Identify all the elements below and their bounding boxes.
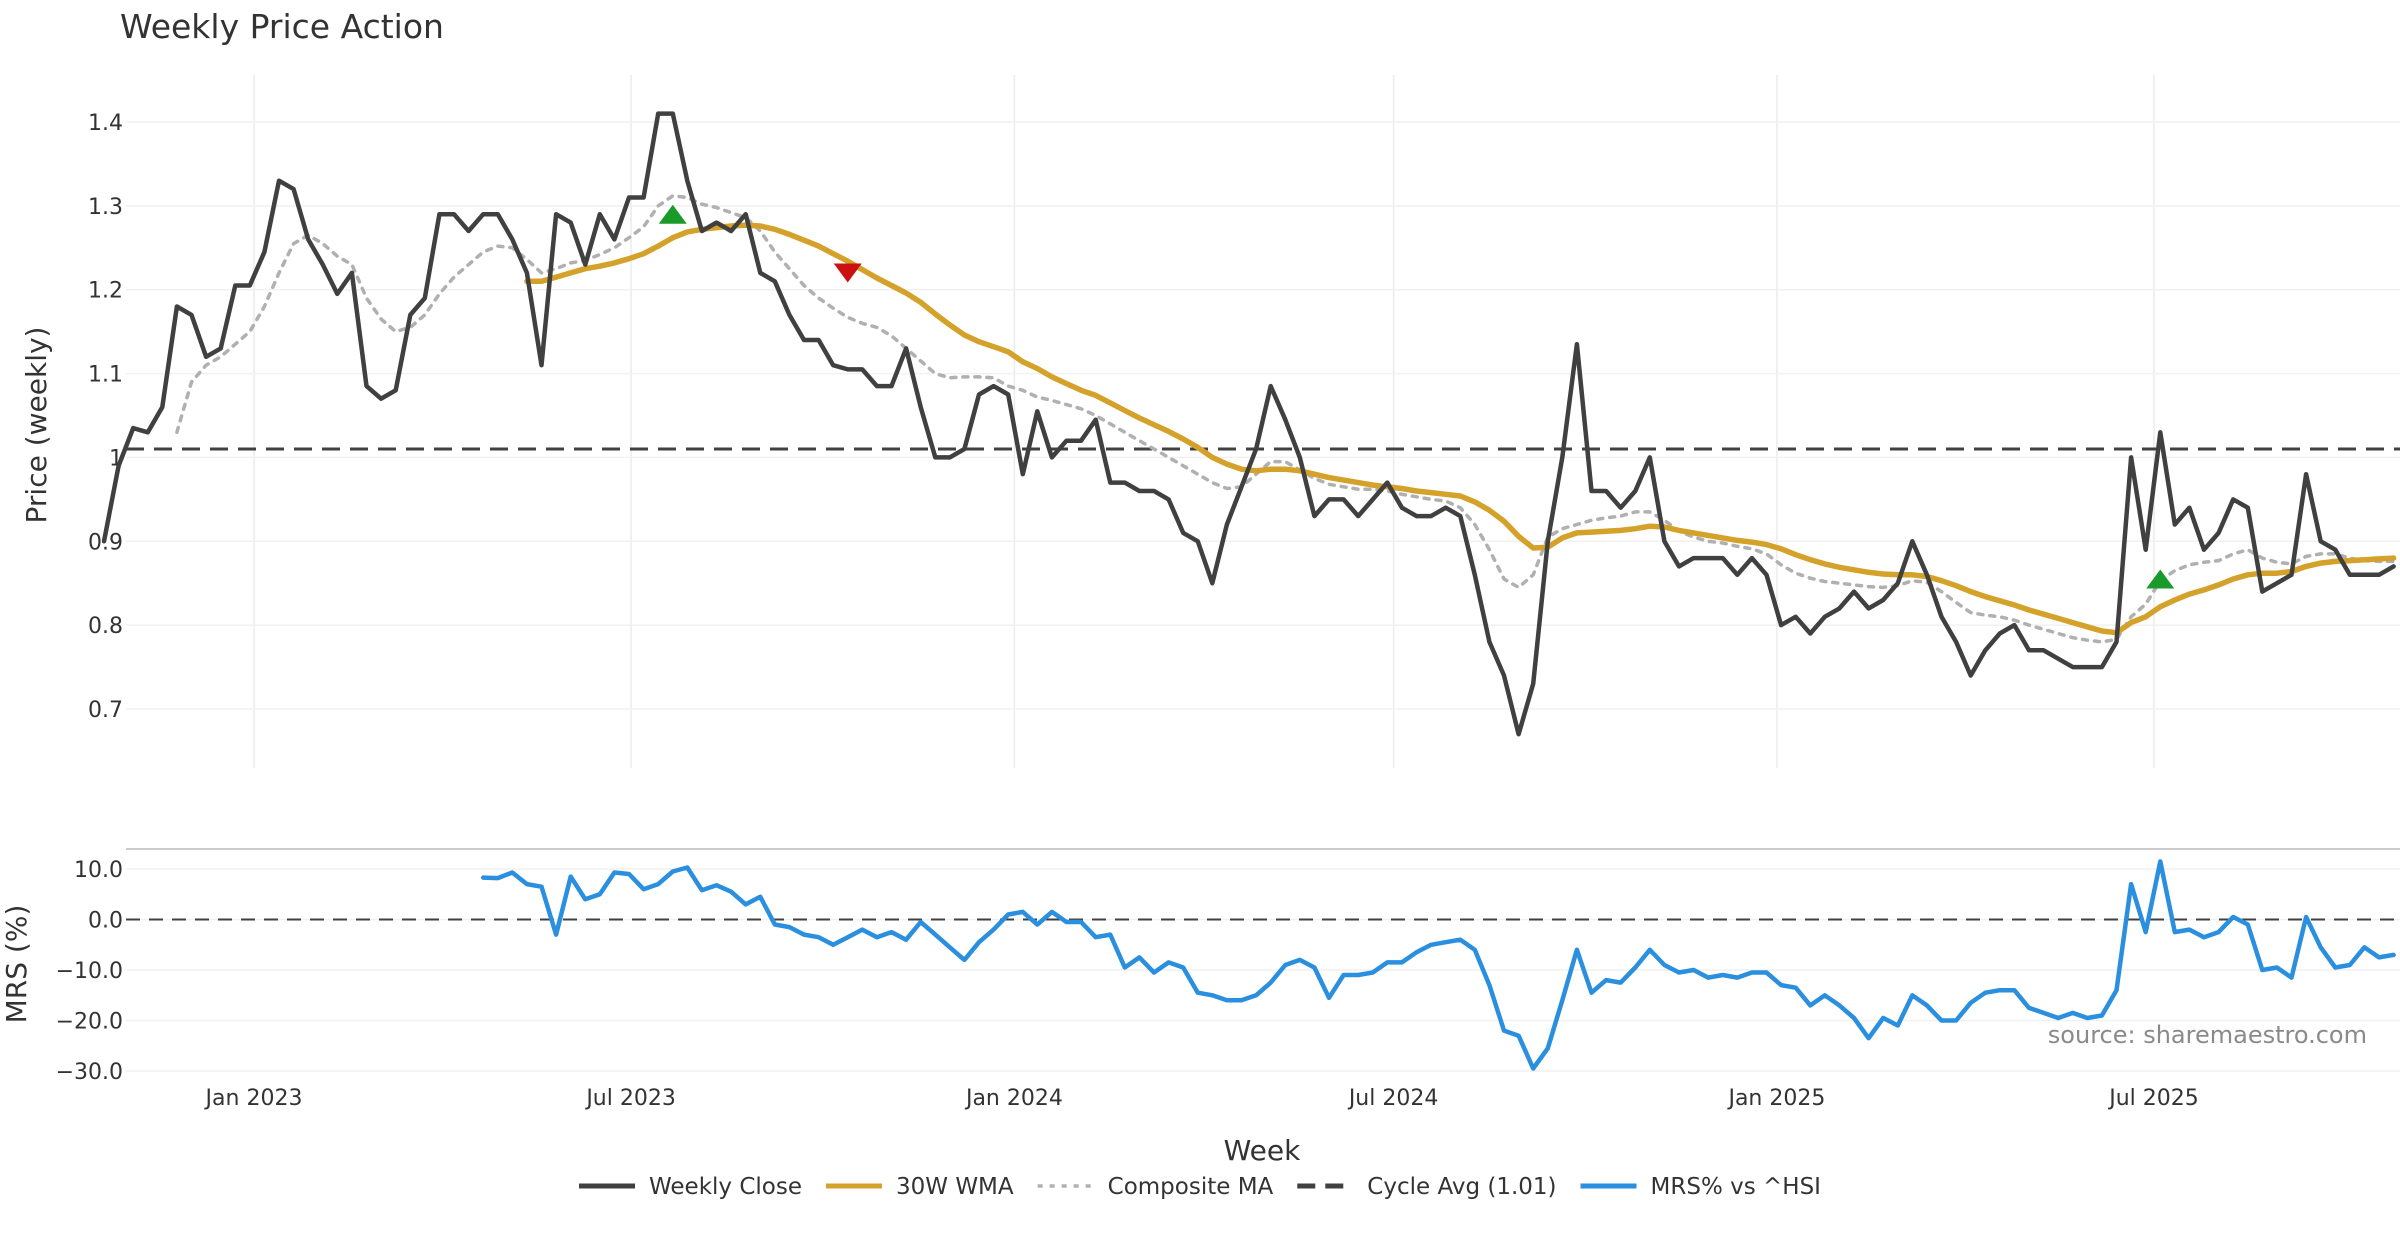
price-panel: 0.70.80.911.11.21.31.4 Price (weekly): [20, 75, 2400, 768]
price-y-tick-label: 1.1: [88, 363, 123, 388]
x-axis-title: Week: [1224, 1134, 1301, 1167]
mrs-vs-hsi-line: [480, 859, 2396, 1071]
legend-item-composite-ma: Composite MA: [1037, 1174, 1274, 1200]
x-tick-label: Jan 2024: [964, 1086, 1063, 1111]
price-y-tick-label: 1.3: [88, 195, 123, 220]
x-tick-label: Jul 2025: [2107, 1086, 2199, 1111]
source-note: source: sharemaestro.com: [2048, 1021, 2367, 1049]
legend-label: Cycle Avg (1.01): [1367, 1174, 1556, 1200]
legend-label: Weekly Close: [649, 1174, 802, 1200]
mrs-y-tick-label: −10.0: [56, 959, 123, 984]
legend-label: MRS% vs ^HSI: [1651, 1174, 1821, 1200]
x-tick-label: Jan 2025: [1726, 1086, 1825, 1111]
buy-signal-marker: [658, 204, 687, 224]
mrs-series: [480, 859, 2396, 1071]
x-tick-label: Jul 2024: [1347, 1086, 1439, 1111]
mrs-y-tick-label: −30.0: [56, 1060, 123, 1085]
buy-signal-marker: [2146, 569, 2175, 589]
price-y-tick-label: 0.7: [88, 698, 123, 723]
mrs-y-tick-label: 10.0: [74, 858, 123, 883]
legend-item-30w-wma: 30W WMA: [826, 1174, 1014, 1200]
x-axis: Jan 2023 Jul 2023 Jan 2024 Jul 2024 Jan 2025…: [204, 1086, 2199, 1111]
signal-markers: [658, 204, 2175, 589]
price-y-tick-label: 1.2: [88, 279, 123, 304]
mrs-panel: 10.00.0−10.0−20.0−30.0 Jan 2023 Jul 2023 J…: [0, 848, 2400, 1167]
mrs-y-tick-label: −20.0: [56, 1010, 123, 1035]
legend-label: 30W WMA: [896, 1174, 1014, 1200]
mrs-y-tick-label: 0.0: [88, 909, 123, 934]
legend-item-cycle-avg-1-01: Cycle Avg (1.01): [1297, 1174, 1557, 1200]
sell-signal-marker: [833, 263, 862, 283]
weekly-close-line: [101, 111, 2396, 737]
legend-label: Composite MA: [1108, 1174, 1274, 1200]
price-horizontal-grid: [126, 121, 2400, 710]
legend-item-weekly-close: Weekly Close: [579, 1174, 802, 1200]
x-tick-label: Jul 2023: [584, 1086, 676, 1111]
price-y-axis: 0.70.80.911.11.21.31.4: [88, 111, 123, 723]
x-tick-label: Jan 2023: [204, 1086, 303, 1111]
price-vertical-grid: [253, 75, 2155, 768]
price-y-tick-label: 0.8: [88, 614, 123, 639]
price-y-axis-title: Price (weekly): [20, 327, 53, 524]
legend: Weekly Close 30W WMA Composite MA Cycle Avg…: [579, 1174, 1821, 1200]
legend-item-mrs-vs-hsi: MRS% vs ^HSI: [1580, 1174, 1821, 1200]
price-y-tick-label: 1.4: [88, 111, 123, 136]
chart-title: Weekly Price Action: [120, 7, 444, 46]
30w-wma-line: [524, 222, 2397, 636]
mrs-y-axis-title: MRS (%): [0, 905, 33, 1024]
mrs-y-axis: 10.0 0.0 −10.0 −20.0 −30.0: [56, 858, 123, 1085]
price-series: [101, 111, 2397, 737]
composite-ma-line: [175, 194, 2396, 644]
